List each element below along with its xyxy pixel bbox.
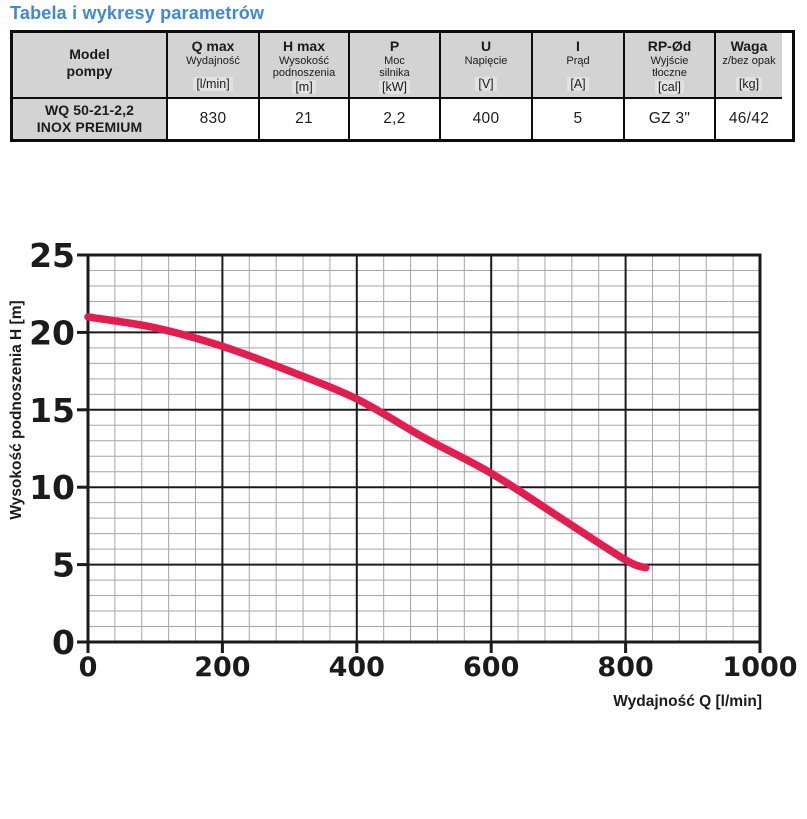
column-unit: [kW] (379, 79, 410, 94)
column-title: RP-Ød (647, 38, 692, 54)
column-subtitle: Prąd (566, 55, 590, 68)
column-unit: [cal] (655, 79, 684, 94)
column-title: Waga (730, 38, 768, 54)
column-subtitle: Wydajność (186, 55, 240, 68)
table-header-1: Q max Wydajność [l/min] (168, 33, 260, 99)
chart-grid-major (88, 255, 760, 642)
column-subtitle: Moc silnika (379, 55, 410, 80)
table-header-3: P Moc silnika [kW] (350, 33, 441, 99)
column-title: P (389, 38, 400, 54)
parameters-table: Model pompy Q max Wydajność [l/min] H max Wys… (10, 30, 795, 142)
table-header-5: I Prąd [A] (533, 33, 625, 99)
y-tick-label: 0 (52, 623, 75, 662)
x-axis-title: Wydajność Q [l/min] (613, 693, 762, 710)
table-header-2: H max Wysokość podnoszenia [m] (260, 33, 350, 99)
table-header-4: U Napięcie [V] (441, 33, 533, 99)
x-tick-label: 600 (463, 652, 519, 683)
x-tick-label: 0 (79, 652, 98, 683)
column-unit: [A] (567, 77, 589, 91)
column-title: Model pompy (66, 46, 113, 79)
y-tick-label: 15 (29, 391, 75, 430)
value-cell-5: GZ 3" (625, 99, 716, 139)
pump-curve (84, 313, 650, 572)
column-title: H max (282, 38, 326, 54)
column-unit: [V] (475, 77, 497, 91)
value-cell-1: 21 (260, 99, 350, 139)
column-unit: [m] (292, 79, 316, 94)
x-tick-label: 1000 (722, 652, 797, 683)
column-title: U (480, 38, 492, 54)
column-subtitle: Wyjście tłoczne (650, 55, 689, 80)
y-tick-label: 10 (29, 468, 75, 507)
table-header-6: RP-Ød Wyjście tłoczne [cal] (625, 33, 716, 99)
chart-border (86, 253, 762, 644)
value-cell-0: 830 (168, 99, 260, 139)
page-title: Tabela i wykresy parametrów (10, 3, 265, 23)
value-cell-3: 400 (441, 99, 533, 139)
model-cell: WQ 50-21-2,2 INOX PREMIUM (13, 99, 168, 139)
column-unit: [l/min] (193, 77, 233, 91)
x-tick-label: 800 (597, 652, 653, 683)
axis-ticks (77, 253, 762, 653)
y-tick-label: 20 (29, 313, 75, 352)
pump-curve-chart: 0 5 10 15 20 25 0 200 400 600 800 1000 Wydajność Q [… (8, 236, 798, 710)
column-title: I (576, 38, 580, 54)
value-cell-2: 2,2 (350, 99, 441, 139)
column-subtitle: z/bez opak (722, 55, 776, 68)
y-axis-title: Wysokość podnoszenia H [m] (8, 300, 25, 519)
column-unit: [kg] (735, 77, 763, 91)
chart-grid-minor (88, 255, 760, 642)
x-tick-label: 400 (329, 652, 385, 683)
table-header-0: Model pompy (13, 33, 168, 99)
column-subtitle: Wysokość podnoszenia (272, 55, 336, 80)
y-tick-label: 5 (52, 546, 75, 585)
table-header-7: Waga z/bez opak [kg] (716, 33, 782, 99)
value-cell-4: 5 (533, 99, 625, 139)
column-subtitle: Napięcie (464, 55, 508, 68)
y-tick-label: 25 (29, 236, 75, 275)
column-title: Q max (191, 38, 235, 54)
x-tick-label: 200 (194, 652, 250, 683)
value-cell-6: 46/42 (716, 99, 782, 139)
